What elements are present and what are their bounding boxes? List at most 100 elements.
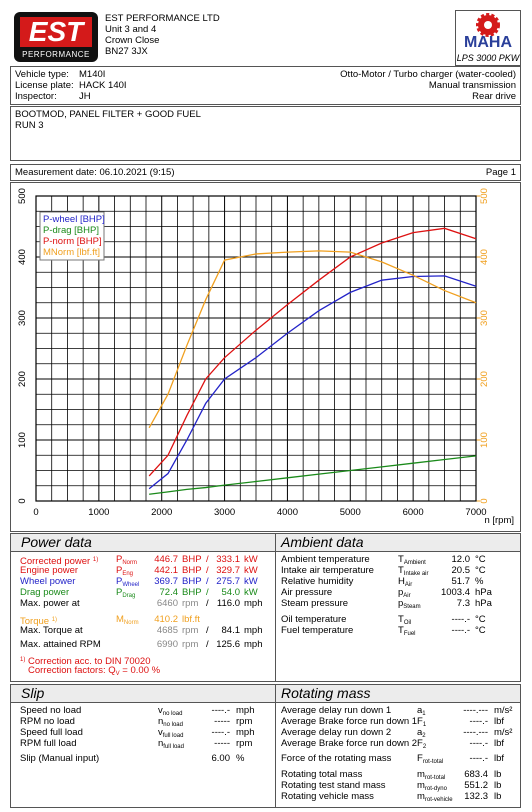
symbol-main: n: [158, 716, 164, 727]
legend-entry: P-wheel [BHP]: [43, 214, 105, 225]
value: ----.-: [451, 625, 470, 636]
label-text: Rotating test stand mass: [281, 780, 386, 791]
symbol-main: v: [158, 705, 163, 716]
vehicle-label: Vehicle type:: [15, 69, 69, 80]
symbol-main: m: [417, 780, 425, 791]
separator: /: [206, 639, 209, 650]
comment: RUN 3: [15, 120, 44, 131]
symbol-sub: rot-dyno: [424, 786, 447, 792]
symbol: PNorm: [116, 554, 137, 569]
y2-tick-label: 300: [479, 310, 490, 326]
value: ----.-: [469, 738, 488, 749]
symbol-sub: Intake air: [403, 571, 429, 577]
label-text: Rotating vehicle mass: [281, 791, 374, 802]
symbol-main: F: [417, 753, 423, 764]
value: 12.0: [451, 554, 471, 565]
footnote-mark: 1): [51, 617, 58, 623]
symbol-main: T: [398, 554, 404, 565]
unit: rpm: [236, 738, 253, 749]
chart-box: 0 1000 2000 3000 4000 5000 6000 7000 0 100 200 300 4…: [10, 182, 521, 532]
symbol-main: a: [417, 705, 423, 716]
footnote: 1) Correction acc. to DIN 70020: [20, 654, 151, 668]
y-tick-label: 100: [17, 432, 28, 448]
symbol-sub: rot-vehicle: [424, 797, 453, 803]
label-text: Wheel power: [20, 576, 76, 587]
symbol-sub: 1: [422, 722, 427, 728]
symbol: a1: [417, 705, 426, 720]
row-label: Average delay run down 2: [281, 727, 391, 739]
unit: BHP: [182, 554, 202, 565]
correction-factor: Correction factors: QV = 0.00 %: [28, 665, 160, 680]
label-text: Average Brake force run down 1: [281, 716, 418, 727]
label-text: Force of the rotating mass: [281, 753, 392, 764]
row-label: Speed no load: [20, 705, 81, 717]
symbol-main: m: [417, 769, 425, 780]
factor-sub: V: [115, 671, 120, 677]
value: 442.1: [154, 565, 178, 576]
value: ----.-: [469, 716, 488, 727]
row-label: Fuel temperature: [281, 625, 353, 637]
vehicle-label: Inspector:: [15, 91, 57, 102]
row-label: Rotating total mass: [281, 769, 362, 781]
row-label: Oil temperature: [281, 614, 346, 626]
row-label: Force of the rotating mass: [281, 753, 391, 765]
value: 72.4: [159, 587, 179, 598]
series-line: [148, 275, 477, 490]
value: 683.4: [464, 769, 488, 780]
y-tick-label: 300: [17, 310, 28, 326]
symbol-main: T: [398, 625, 404, 636]
unit: lbf: [494, 716, 505, 727]
label-text: Intake air temperature: [281, 565, 374, 576]
symbol-main: a: [417, 727, 423, 738]
vehicle-value: HACK 140I: [79, 80, 127, 91]
unit: °C: [475, 565, 486, 576]
y2-tick-label: 100: [479, 432, 490, 448]
symbol-main: v: [158, 727, 163, 738]
y-tick-label: 400: [17, 249, 28, 265]
separator: /: [206, 587, 209, 598]
value: 84.1: [221, 625, 241, 636]
vehicle-value: M140I: [79, 69, 106, 80]
unit: lbf: [494, 738, 505, 749]
symbol-main: p: [398, 587, 404, 598]
value: ----.-: [469, 753, 488, 764]
value: 6990: [156, 639, 178, 650]
symbol: F2: [417, 738, 426, 753]
symbol: nno load: [158, 716, 183, 731]
symbol-sub: Steam: [403, 604, 421, 610]
x-tick-label: 3000: [214, 507, 235, 518]
row-label: Average Brake force run down 1: [281, 716, 417, 728]
brand-icon: [476, 13, 500, 37]
label-text: Max. attained RPM: [20, 639, 101, 650]
vehicle-info: Rear drive: [472, 91, 516, 102]
value: 116.0: [216, 598, 240, 609]
x-tick-label: 0: [33, 507, 38, 518]
row-label: Steam pressure: [281, 598, 348, 610]
label-text: Average delay run down 1: [281, 705, 392, 716]
separator: /: [206, 565, 209, 576]
x-tick-label: 7000: [465, 507, 486, 518]
value: 410.2: [154, 614, 178, 625]
unit: °C: [475, 614, 486, 625]
unit: m/s²: [494, 705, 513, 716]
unit: mph: [244, 625, 263, 636]
comment-box: BOOTMOD, PANEL FILTER + GOOD FUEL RUN 3: [10, 106, 521, 161]
vehicle-box: Vehicle type: M140I License plate: HACK …: [10, 66, 521, 105]
symbol-sub: Norm: [122, 560, 138, 566]
symbol-main: T: [398, 565, 404, 576]
x-tick-label: 4000: [277, 507, 298, 518]
symbol-sub: rot-total: [424, 775, 446, 781]
value: 369.7: [154, 576, 178, 587]
value: 51.7: [451, 576, 471, 587]
symbol-main: p: [398, 598, 404, 609]
unit: °C: [475, 625, 486, 636]
brand: MAHA: [464, 34, 512, 51]
series-line: [149, 455, 477, 495]
series-line: [148, 250, 477, 429]
label-text: Steam pressure: [281, 598, 349, 609]
symbol-main: P: [116, 576, 123, 587]
y2-tick-label: 400: [479, 249, 490, 265]
measurement-date: Measurement date: 06.10.2021 (9:15): [15, 167, 175, 178]
symbol-main: n: [158, 738, 164, 749]
x-tick-label: 5000: [340, 507, 361, 518]
